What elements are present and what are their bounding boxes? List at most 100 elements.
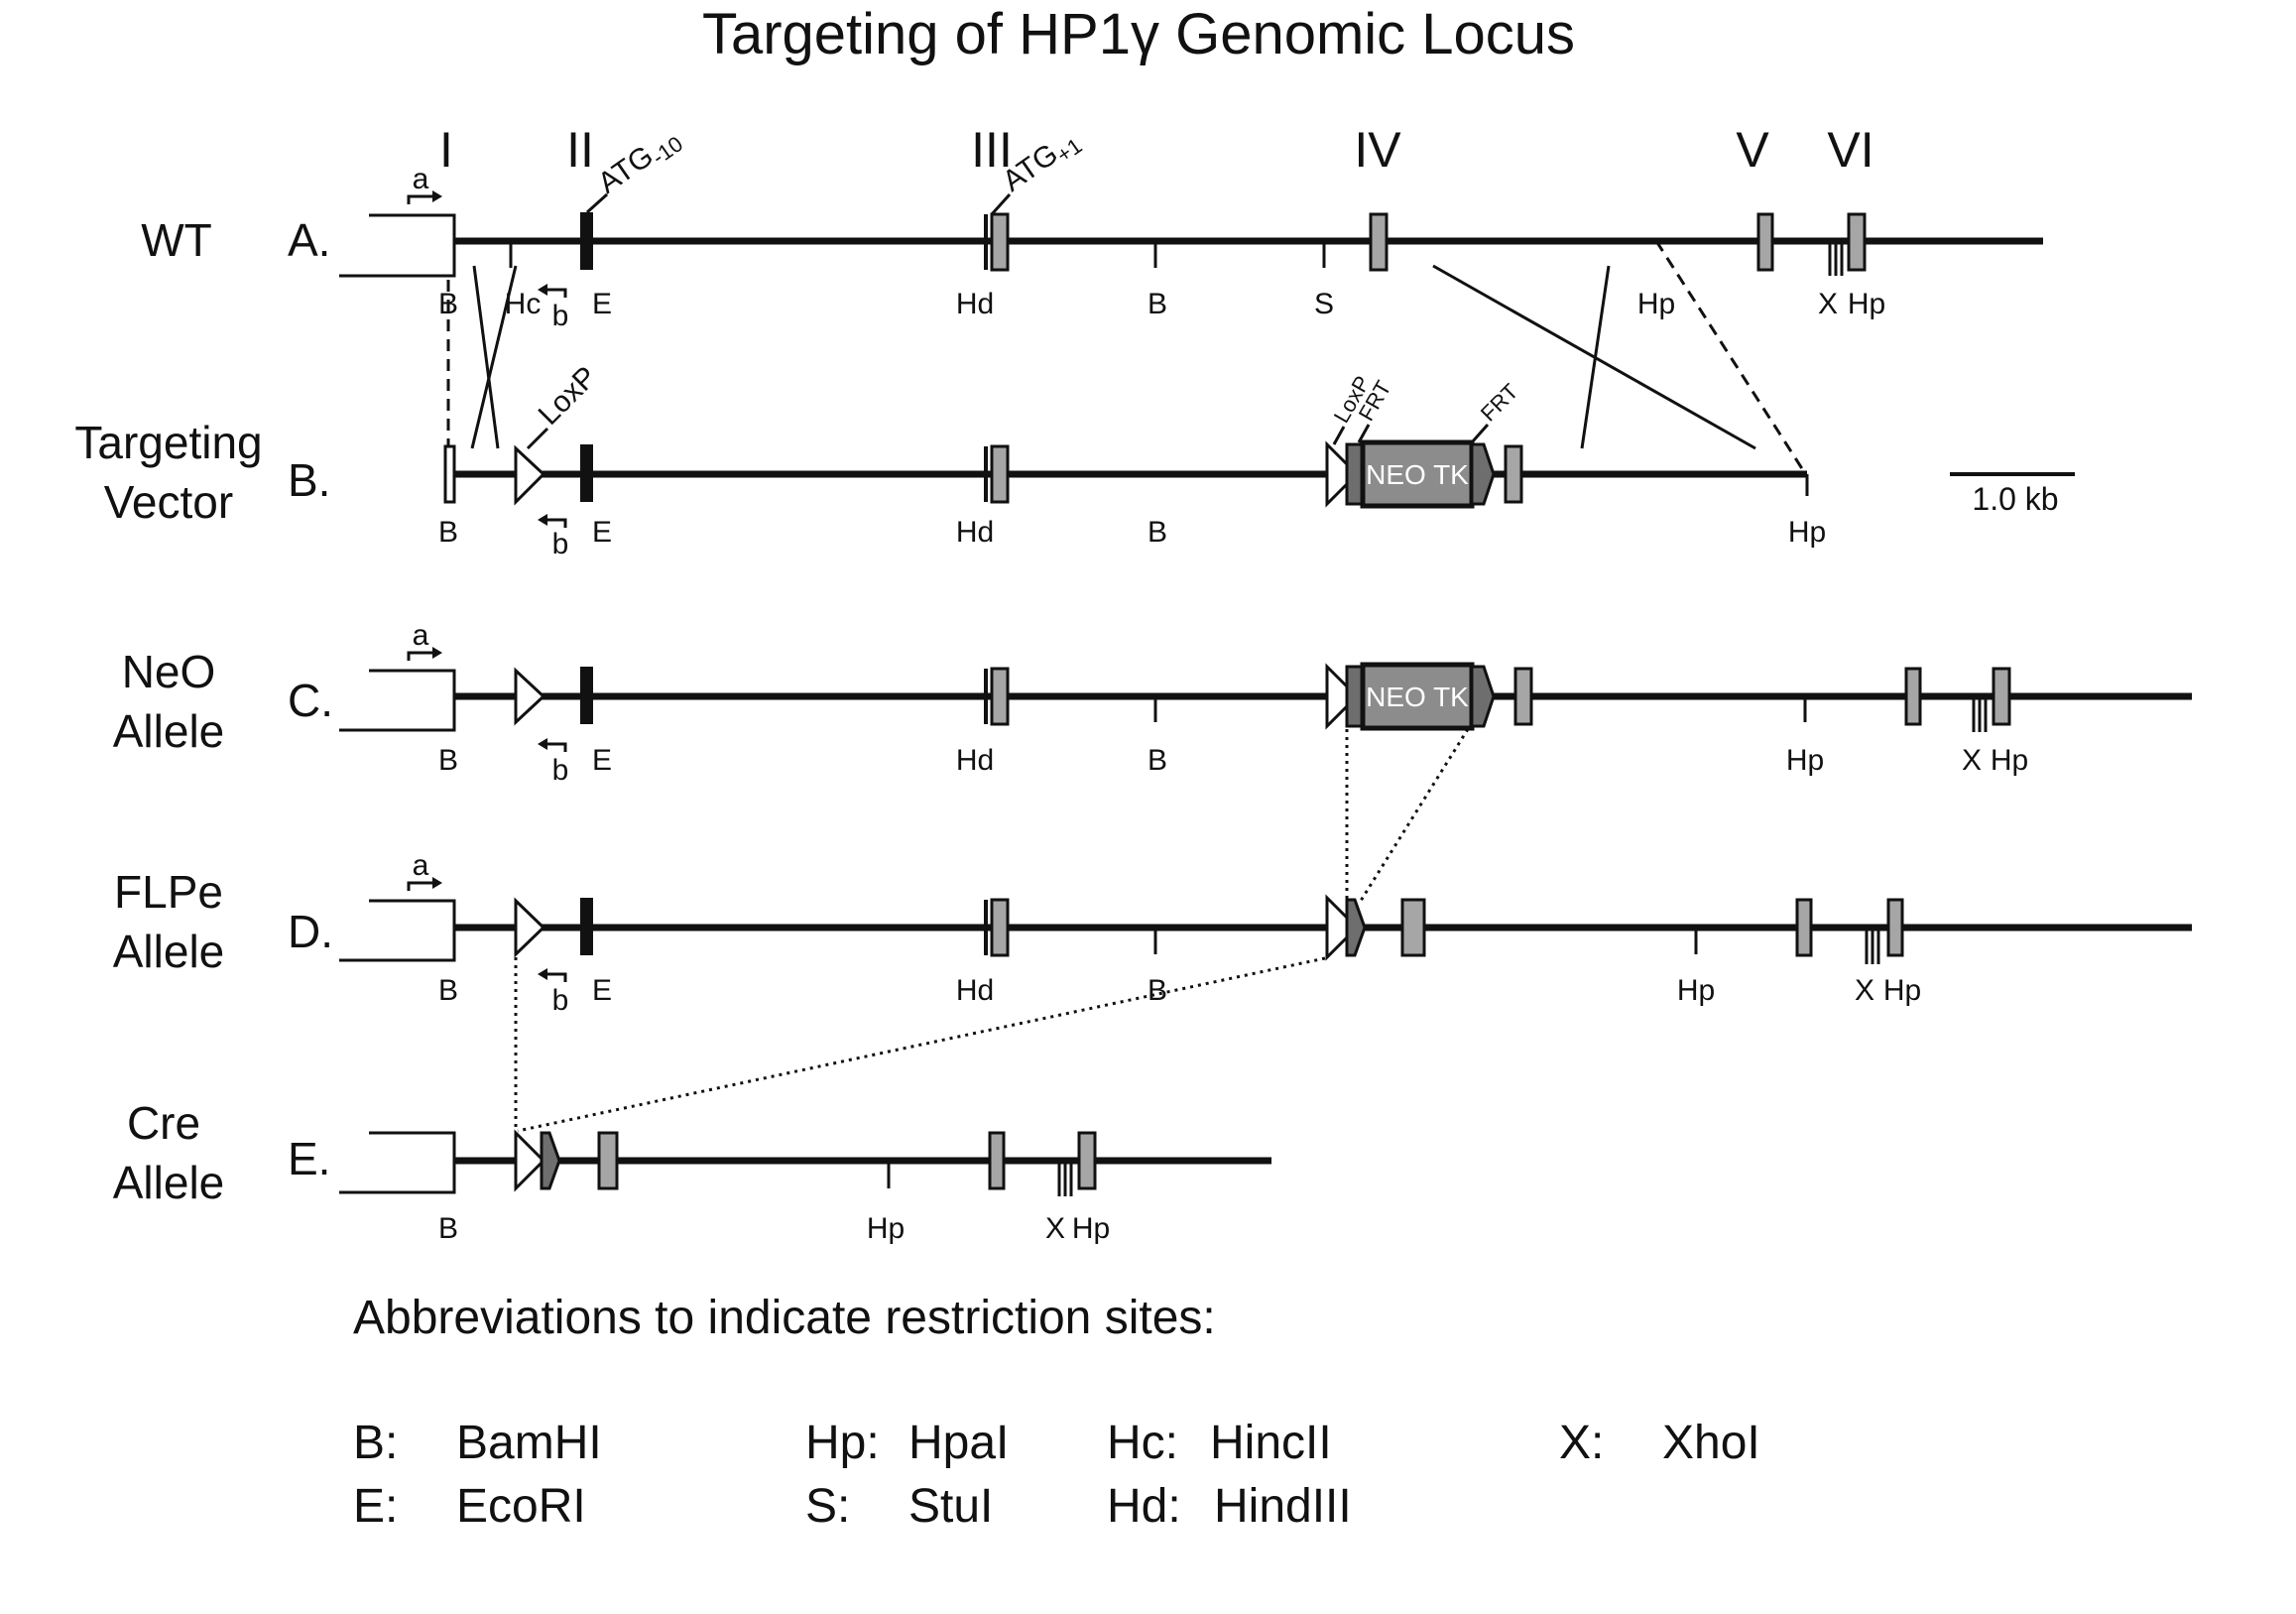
primer-a-label: a	[413, 619, 429, 652]
exon-label-3: III	[971, 122, 1013, 178]
row-name-cre-1: Cre	[127, 1097, 200, 1149]
atg-plus1-marker	[990, 192, 1012, 216]
diagram-title: Targeting of HP1γ Genomic Locus	[702, 2, 1575, 66]
exon-6-box	[1886, 898, 1904, 957]
scale-bar-label: 1.0 kb	[1972, 481, 2058, 517]
legend-enzyme-stui: StuI	[908, 1480, 993, 1533]
legend-enzyme-hincii: HincII	[1210, 1417, 1332, 1469]
site-label: B	[1148, 744, 1167, 777]
promoter-bracket	[339, 213, 456, 278]
primer-b-head	[538, 968, 547, 980]
site-label: E	[592, 288, 612, 320]
row-labels: WT A. Targeting Vector B. NeO Allele C. …	[74, 214, 333, 1208]
row-letter-c: C.	[288, 675, 333, 726]
site-label: Hp	[1637, 288, 1675, 320]
legend-abbr-hd: Hd:	[1107, 1480, 1181, 1533]
row-letter-d: D.	[288, 906, 333, 957]
exon-label-4: IV	[1354, 122, 1401, 178]
flpe-excision	[1345, 728, 1470, 902]
primer-a-arrow	[407, 194, 438, 204]
exon-2-box	[580, 444, 593, 502]
promoter-bracket	[339, 669, 456, 732]
frt-1-marker	[1357, 424, 1371, 443]
loxp-triangle-1	[514, 444, 546, 506]
exon-3-box	[990, 898, 1010, 957]
row-name-neo-1: NeO	[122, 646, 216, 697]
legend-enzyme-bamhi: BamHI	[456, 1417, 602, 1469]
exon-6-box	[1992, 667, 2011, 726]
legend-abbr-s: S:	[805, 1480, 850, 1533]
loxp-triangle-2	[1325, 440, 1360, 508]
site-label: Hp	[1883, 974, 1921, 1007]
site-label: B	[438, 516, 458, 549]
primer-a-label: a	[413, 849, 429, 882]
exon-3-box	[990, 212, 1010, 272]
legend-enzyme-hindiii: HindIII	[1214, 1480, 1352, 1533]
legend-abbr-x: X:	[1559, 1417, 1604, 1469]
loxp-triangle	[514, 1129, 546, 1192]
exon-label-5: V	[1736, 122, 1769, 178]
cre-dotted-diagonal	[517, 956, 1326, 1133]
exon-label-2: II	[566, 122, 594, 178]
exon-4-box	[1504, 444, 1523, 504]
cross-left-2	[470, 265, 518, 449]
site-label: Hd	[956, 288, 994, 320]
scale-bar: 1.0 kb	[1950, 472, 2075, 517]
site-label: Hd	[956, 974, 994, 1007]
legend-enzyme-ecori: EcoRI	[456, 1480, 586, 1533]
targeting-vector: LoxP LoxP FRT NEO TK FRT b B E Hd B Hp	[438, 360, 1826, 560]
site-label: Hp	[1991, 744, 2028, 777]
exon-3-box	[990, 444, 1010, 504]
site-label: X	[1818, 288, 1838, 320]
cross-right-2	[1580, 265, 1611, 449]
exon-5-box	[988, 1131, 1006, 1190]
promoter-bracket	[339, 1131, 456, 1194]
primer-a-head	[432, 647, 442, 659]
site-label: Hp	[1786, 744, 1824, 777]
primer-b-arrow	[542, 972, 567, 982]
cross-left-1	[472, 265, 500, 449]
abbreviation-legend: Abbreviations to indicate restriction si…	[353, 1292, 1760, 1533]
row-letter-a: A.	[288, 214, 330, 266]
flpe-allele: a b B E Hd B Hp X Hp	[339, 849, 2192, 1017]
frt-2-marker	[1470, 424, 1490, 443]
legend-enzyme-xhoi: XhoI	[1662, 1417, 1760, 1469]
frt-element-2	[1470, 665, 1496, 728]
loxp-triangle-2	[1325, 894, 1360, 961]
primer-b-arrow	[542, 742, 567, 752]
loxp-triangle-2	[1325, 663, 1360, 730]
wt-allele: ATG-10 ATG+1 a b B Hc E Hd B S Hp X Hp	[339, 131, 2043, 332]
primer-b-arrow	[542, 518, 567, 528]
loxp-triangle-1	[514, 897, 546, 958]
loxp-triangle-1	[514, 667, 546, 726]
site-label: S	[1314, 288, 1334, 320]
site-label: X	[1045, 1212, 1065, 1245]
primer-a-arrow	[407, 881, 438, 891]
primer-b-arrow	[542, 288, 567, 298]
cre-excision	[514, 956, 1326, 1133]
primer-b-head	[538, 514, 547, 526]
exon-5-box	[1904, 667, 1922, 726]
primer-a-head	[432, 190, 442, 202]
exon-4-box	[1513, 667, 1533, 726]
row-name-wt: WT	[141, 214, 212, 266]
primer-b-head	[538, 738, 547, 750]
exon-2-box	[580, 898, 593, 955]
site-label: E	[592, 744, 612, 777]
flpe-dotted-right	[1359, 728, 1470, 902]
neo-tk-label: NEO TK	[1366, 459, 1469, 490]
loxp-1-marker	[526, 427, 549, 450]
site-label: B	[1148, 288, 1167, 320]
neo-allele: NEO TK a b B E Hd B Hp X Hp	[339, 619, 2192, 787]
exon-labels: I II III IV V VI	[439, 122, 1874, 178]
frt-element	[540, 1131, 561, 1190]
site-label: Hp	[867, 1212, 905, 1245]
primer-a-label: a	[413, 163, 429, 195]
neo-tk-label: NEO TK	[1366, 682, 1469, 712]
site-label: E	[592, 516, 612, 549]
exon-label-1: I	[439, 122, 453, 178]
primer-b-label: b	[552, 754, 569, 787]
exon-4-box	[1369, 212, 1389, 272]
promoter-bracket	[339, 899, 456, 962]
cre-allele: B Hp X Hp	[339, 1129, 1271, 1245]
